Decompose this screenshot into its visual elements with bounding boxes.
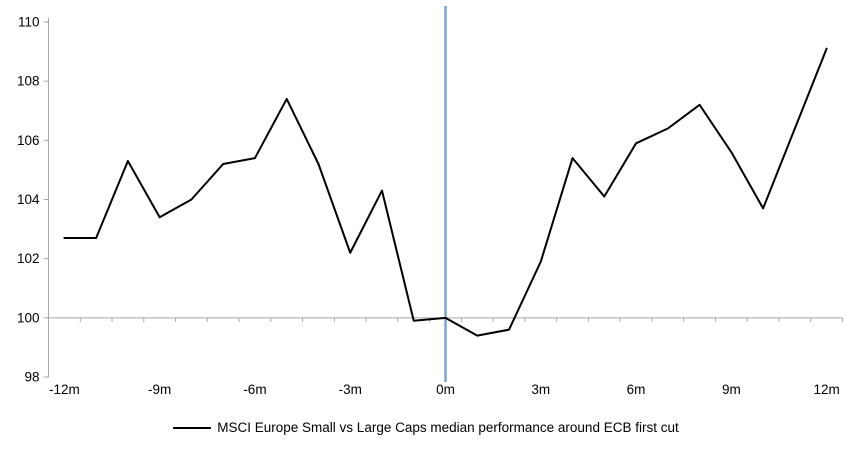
y-tick-label: 104 <box>17 192 40 207</box>
legend: MSCI Europe Small vs Large Caps median p… <box>0 419 852 437</box>
line-chart-canvas: 110 108 106 104 102 100 98 -12m -9m -6m -3m 0m 3m 6m 9… <box>17 6 843 397</box>
x-tick-label: 9m <box>722 382 741 397</box>
y-tick-label: 110 <box>18 15 40 30</box>
y-tick-label: 108 <box>17 74 40 89</box>
x-tick-label: 6m <box>627 382 646 397</box>
x-tick-label: -9m <box>148 382 171 397</box>
x-tick-label: -12m <box>49 382 80 397</box>
series-line <box>63 47 828 337</box>
y-tick-label: 102 <box>17 251 40 266</box>
x-tick-label: 0m <box>436 382 455 397</box>
legend-label: MSCI Europe Small vs Large Caps median p… <box>217 420 679 435</box>
x-tick-label: -3m <box>339 382 362 397</box>
y-tick-label: 106 <box>17 133 40 148</box>
legend-line-swatch <box>173 427 212 429</box>
x-tick-label: 12m <box>813 382 839 397</box>
y-tick-label: 98 <box>24 370 39 385</box>
y-tick-label: 100 <box>17 310 40 325</box>
x-tick-label: 3m <box>531 382 550 397</box>
x-tick-label: -6m <box>243 382 266 397</box>
